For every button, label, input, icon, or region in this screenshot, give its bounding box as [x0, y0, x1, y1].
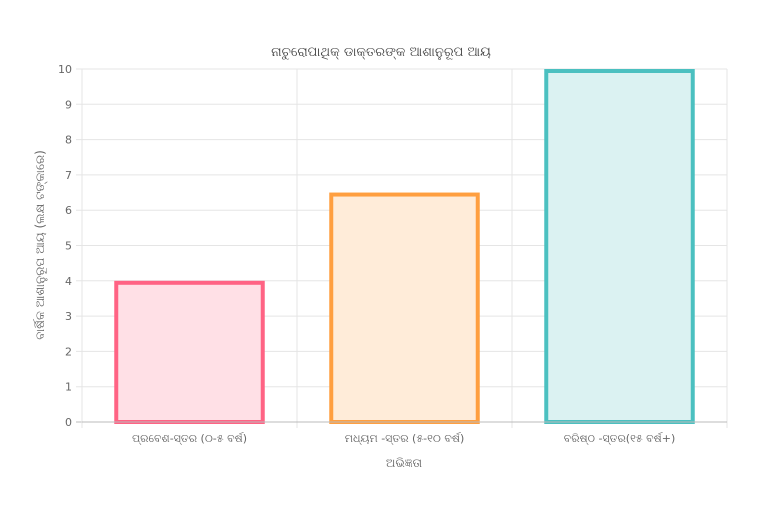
y-axis-title: ବାର୍ଷିକ ଆଶାନୁରୂପ ଆୟ (ଲକ୍ଷ ଟଙ୍କାରେ)	[33, 150, 49, 340]
y-tick-label: 0	[65, 416, 72, 429]
y-tick-labels: 0 1 2 3 4 5 6 7 8 9 10	[58, 63, 72, 429]
y-tick-label: 6	[65, 204, 72, 217]
y-tick-label: 3	[65, 310, 72, 323]
y-tick-label: 8	[65, 134, 72, 147]
y-tick-label: 9	[65, 98, 72, 111]
y-tick-label: 1	[65, 381, 72, 394]
x-axis-title: ଅଭିଜ୍ଞତା	[386, 456, 423, 470]
y-tick-label: 4	[65, 275, 72, 288]
x-tick-label: ବରିଷ୍ଠ -ସ୍ତର(୧୫ ବର୍ଷ+)	[564, 432, 676, 445]
y-tick-label: 5	[65, 240, 72, 253]
bars	[82, 69, 727, 424]
y-tick-label: 7	[65, 169, 72, 182]
bar[interactable]	[329, 192, 480, 424]
bar[interactable]	[544, 69, 695, 424]
x-tick-label: ପ୍ରବେଶ-ସ୍ତର (୦-୫ ବର୍ଷ)	[132, 432, 247, 445]
bar[interactable]	[114, 280, 265, 424]
x-tick-labels: ପ୍ରବେଶ-ସ୍ତର (୦-୫ ବର୍ଷ) ମଧ୍ୟମ -ସ୍ତର (୫-୧୦ …	[132, 432, 675, 445]
y-tick-label: 10	[58, 63, 72, 76]
y-tick-label: 2	[65, 345, 72, 358]
x-tick-label: ମଧ୍ୟମ -ସ୍ତର (୫-୧୦ ବର୍ଷ)	[345, 432, 465, 445]
chart-title: ନାଚୁରୋପାଥିକ୍ ଡାକ୍ତରଙ୍କ ଆଶାନୁରୂପ ଆୟ	[271, 45, 491, 61]
